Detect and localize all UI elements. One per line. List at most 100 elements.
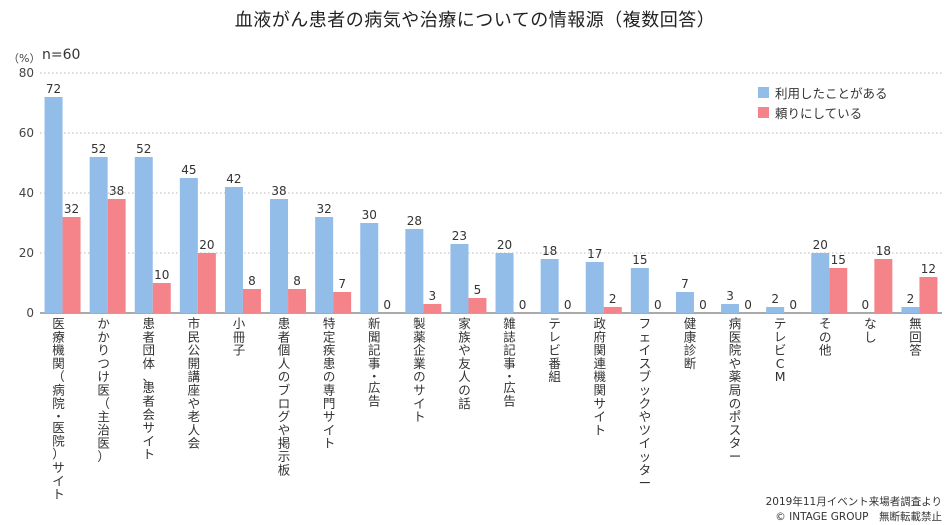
y-tick-label: 80 <box>19 66 34 80</box>
x-tick-label: その他 <box>819 316 832 358</box>
bar-used <box>540 259 559 313</box>
chart-title: 血液がん患者の病気や治療についての情報源（複数回答） <box>234 10 716 31</box>
legend-swatch-used <box>758 86 769 98</box>
data-label-relied: 5 <box>474 283 482 297</box>
x-tick-label: フェイスブックやツイッター <box>639 316 652 491</box>
bar-used <box>766 307 785 313</box>
x-tick-label: 病医院や薬局のポスター <box>729 316 742 464</box>
data-label-used: 52 <box>136 142 151 156</box>
data-label-used: 7 <box>681 277 689 291</box>
data-label-used: 30 <box>362 208 377 222</box>
x-tick-label: 家族や友人の話 <box>458 316 471 411</box>
x-tick-label: 無回答 <box>909 316 922 358</box>
bar-used <box>134 157 153 313</box>
bar-used <box>270 199 289 313</box>
data-label-used: 32 <box>317 202 332 216</box>
data-label-used: 72 <box>46 82 61 96</box>
x-tick-label: 製薬企業のサイト <box>413 316 426 424</box>
x-tick-label: 政府関連機関サイト <box>593 316 606 437</box>
y-tick-label: 20 <box>19 246 34 260</box>
x-tick-label: 雑誌記事・広告 <box>503 316 516 409</box>
bar-relied <box>152 283 171 313</box>
y-tick-label: 0 <box>26 306 34 320</box>
bar-relied <box>829 268 848 313</box>
bar-used <box>89 157 108 313</box>
data-label-relied: 8 <box>293 274 301 288</box>
data-label-relied: 15 <box>831 253 846 267</box>
data-label-relied: 20 <box>199 238 214 252</box>
data-label-used: 20 <box>497 238 512 252</box>
x-tick-label: テレビ番組 <box>548 316 561 384</box>
x-tick-label: かかりつけ医（主治医） <box>97 316 110 464</box>
bar-relied <box>333 292 352 313</box>
data-label-used: 15 <box>632 253 647 267</box>
data-label-relied: 0 <box>789 298 797 312</box>
bar-relied <box>62 217 81 313</box>
bar-used <box>405 229 424 313</box>
data-label-used: 45 <box>181 163 196 177</box>
data-label-used: 3 <box>726 289 734 303</box>
legend-item-used: 利用したことがある <box>758 82 888 102</box>
data-label-relied: 2 <box>609 292 617 306</box>
sample-size-label: n=60 <box>42 47 81 63</box>
bar-used <box>179 178 198 313</box>
data-label-used: 2 <box>771 292 779 306</box>
data-label-relied: 7 <box>338 277 346 291</box>
x-tick-label: 患者団体、患者会サイト <box>142 316 155 462</box>
data-label-used: 20 <box>813 238 828 252</box>
bar-relied <box>874 259 893 313</box>
bar-relied <box>197 253 216 313</box>
data-label-relied: 10 <box>154 268 169 282</box>
bar-used <box>630 268 649 313</box>
bar-used <box>450 244 469 313</box>
y-tick-label: 60 <box>19 126 34 140</box>
data-label-used: 0 <box>862 298 870 312</box>
bar-used <box>675 292 694 313</box>
data-label-relied: 38 <box>109 184 124 198</box>
x-tick-label: 市民公開講座や老人会 <box>188 316 201 451</box>
bar-used <box>721 304 740 313</box>
x-tick-label: 患者個人のブログや掲示板 <box>278 316 291 477</box>
legend: 利用したことがある 頼りにしている <box>758 82 888 122</box>
data-label-used: 38 <box>271 184 286 198</box>
data-label-relied: 0 <box>654 298 662 312</box>
data-label-relied: 32 <box>64 202 79 216</box>
y-axis-unit-label: （%） <box>8 52 41 65</box>
bar-relied <box>603 307 622 313</box>
bar-relied <box>468 298 487 313</box>
x-tick-label: テレビ C M <box>774 316 787 384</box>
data-label-used: 2 <box>907 292 915 306</box>
y-tick-label: 40 <box>19 186 34 200</box>
x-tick-label: 健康診断 <box>684 316 697 371</box>
data-label-relied: 0 <box>699 298 707 312</box>
copyright-note: © INTAGE GROUP 無断転載禁止 <box>775 511 942 523</box>
bar-used <box>901 307 920 313</box>
legend-item-relied: 頼りにしている <box>758 102 888 122</box>
bar-used <box>495 253 514 313</box>
data-label-used: 52 <box>91 142 106 156</box>
bar-used <box>224 187 243 313</box>
legend-label-relied: 頼りにしている <box>775 105 863 121</box>
bar-relied <box>423 304 442 313</box>
x-tick-label: 特定疾患の専門サイト <box>323 316 336 451</box>
bar-relied <box>919 277 938 313</box>
bar-relied <box>288 289 307 313</box>
x-tick-label: なし <box>864 316 877 344</box>
x-tick-label: 医療機関（病院・医院）サイト <box>52 316 65 502</box>
x-tick-label: 小冊子 <box>233 316 246 358</box>
data-label-used: 28 <box>407 214 422 228</box>
data-label-used: 42 <box>226 172 241 186</box>
data-label-used: 17 <box>587 247 602 261</box>
bar-used <box>360 223 379 313</box>
legend-swatch-relied <box>758 106 769 118</box>
data-label-used: 18 <box>542 244 557 258</box>
data-label-relied: 18 <box>876 244 891 258</box>
x-tick-label: 新聞記事・広告 <box>368 316 381 409</box>
data-label-relied: 8 <box>248 274 256 288</box>
data-label-relied: 0 <box>564 298 572 312</box>
data-label-relied: 0 <box>744 298 752 312</box>
bar-used <box>44 97 63 313</box>
bar-relied <box>242 289 261 313</box>
